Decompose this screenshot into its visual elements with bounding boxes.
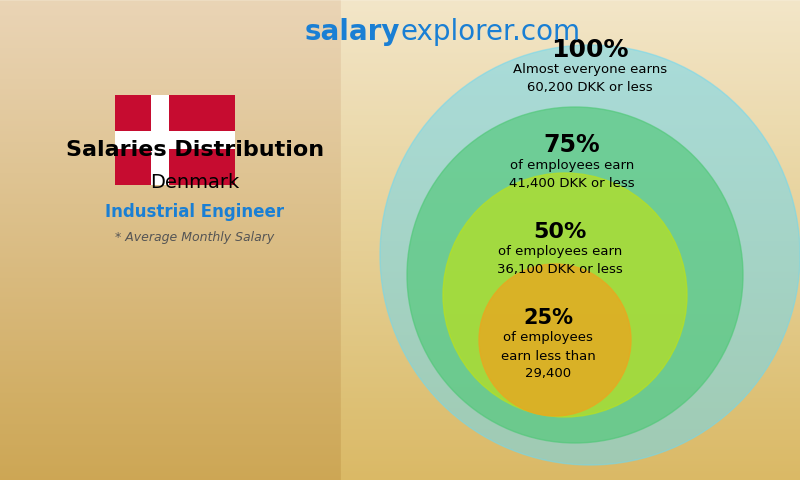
Text: * Average Monthly Salary: * Average Monthly Salary [115, 231, 274, 244]
Text: 100%: 100% [551, 38, 629, 62]
Text: salary: salary [305, 18, 400, 46]
Text: explorer.com: explorer.com [400, 18, 580, 46]
Text: of employees: of employees [503, 332, 593, 345]
Text: Salaries Distribution: Salaries Distribution [66, 140, 324, 160]
Bar [151, 95, 169, 185]
Text: 75%: 75% [544, 133, 600, 157]
Circle shape [443, 173, 687, 417]
Text: 25%: 25% [523, 308, 573, 328]
Circle shape [479, 264, 631, 416]
Circle shape [380, 45, 800, 465]
Circle shape [407, 107, 743, 443]
Text: of employees earn: of employees earn [510, 158, 634, 171]
Text: 29,400: 29,400 [525, 368, 571, 381]
Text: 50%: 50% [534, 222, 586, 242]
Text: of employees earn: of employees earn [498, 245, 622, 259]
Bar [115, 131, 235, 149]
Text: earn less than: earn less than [501, 349, 595, 362]
Text: 41,400 DKK or less: 41,400 DKK or less [509, 177, 635, 190]
Text: 60,200 DKK or less: 60,200 DKK or less [527, 82, 653, 95]
Bar [115, 95, 235, 185]
Text: 36,100 DKK or less: 36,100 DKK or less [497, 264, 623, 276]
Text: Almost everyone earns: Almost everyone earns [513, 63, 667, 76]
Text: Industrial Engineer: Industrial Engineer [106, 203, 285, 221]
Text: Denmark: Denmark [150, 172, 240, 192]
